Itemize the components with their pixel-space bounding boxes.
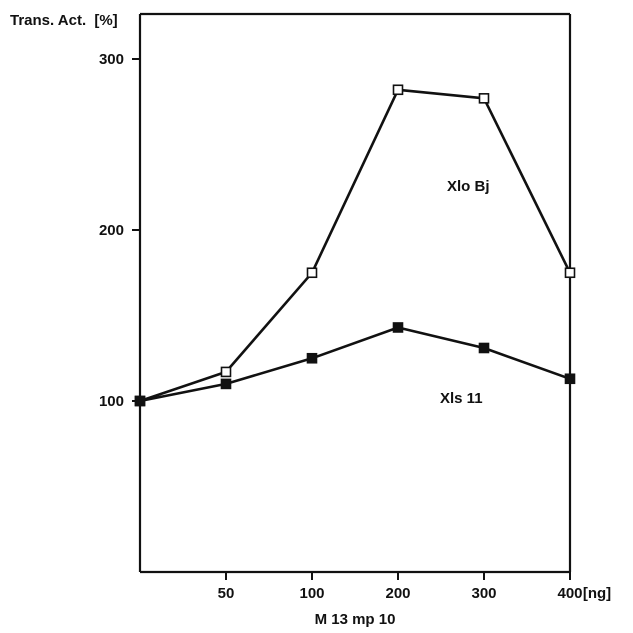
- x-axis-title: M 13 mp 10 [ng]: [315, 585, 612, 628]
- x-tick-label: 100: [299, 585, 324, 602]
- series-point-1: [220, 378, 232, 390]
- series-point-0: [220, 366, 232, 378]
- series-label-xlo-bj: Xlo Bj: [447, 178, 490, 195]
- x-ticks: 50 100 200 300 400: [218, 572, 583, 602]
- series-point-1: [392, 322, 404, 333]
- series-layer: [134, 84, 576, 407]
- plot-frame: [138, 12, 572, 574]
- y-tick-label: 300: [99, 51, 124, 68]
- series-point-1: [478, 342, 490, 354]
- series-point-0: [564, 267, 576, 279]
- series-line-0: [139, 88, 572, 403]
- series-label-xls-11: Xls 11: [440, 390, 483, 407]
- series-point-0: [392, 84, 404, 96]
- y-tick-label: 200: [99, 222, 124, 239]
- y-ticks: 100 200 300: [99, 51, 140, 410]
- x-axis-title-text: M 13 mp 10: [315, 611, 396, 628]
- x-tick-label: 400: [557, 585, 582, 602]
- x-axis-unit: [ng]: [583, 585, 611, 602]
- series-point-0: [478, 93, 490, 104]
- series-point-0: [306, 267, 318, 279]
- x-tick-label: 300: [471, 585, 496, 602]
- x-tick-label: 50: [218, 585, 235, 602]
- x-tick-label: 200: [385, 585, 410, 602]
- y-axis-title-text: Trans. Act.: [10, 12, 86, 29]
- y-tick-label: 100: [99, 393, 124, 410]
- series-point-1: [564, 373, 576, 385]
- series-point-1: [306, 352, 318, 364]
- series-line-1: [139, 326, 571, 403]
- series-point-1: [134, 395, 146, 407]
- y-axis-unit: [%]: [94, 12, 117, 29]
- y-axis-title: Trans. Act. [%]: [10, 12, 118, 29]
